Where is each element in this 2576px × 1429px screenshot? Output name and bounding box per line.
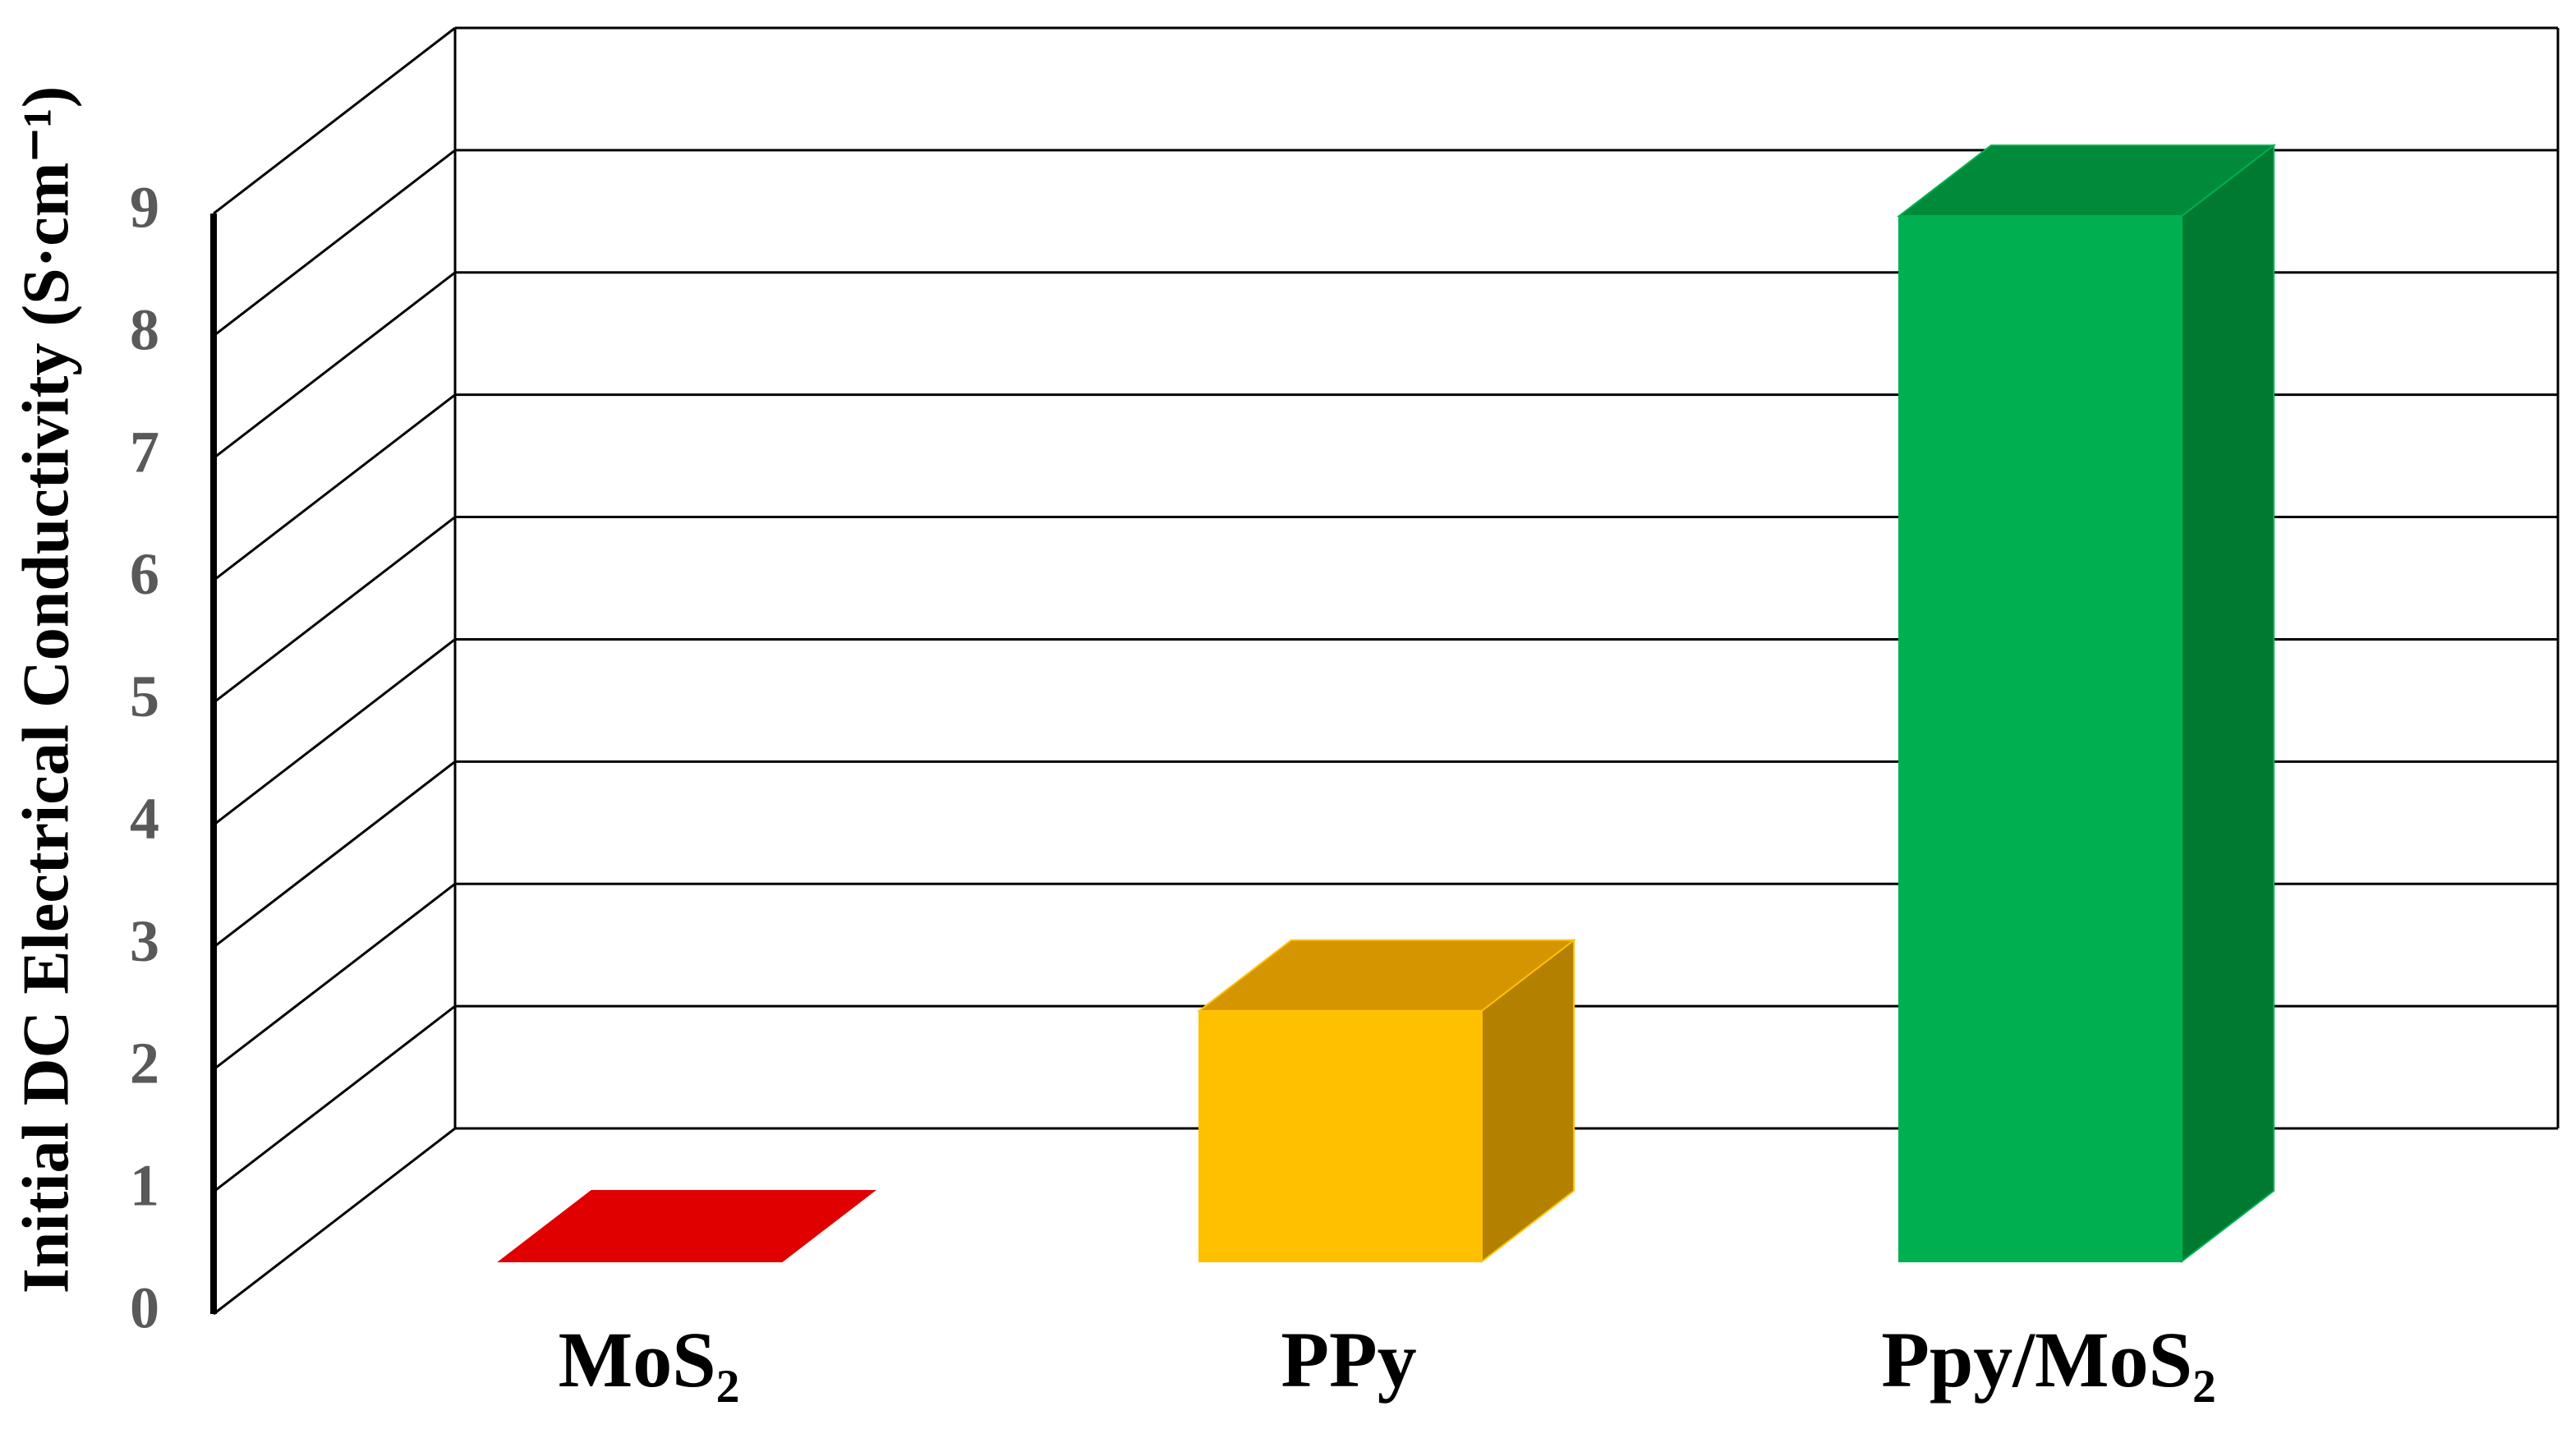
y-tick-label: 2 bbox=[130, 1031, 159, 1096]
y-tick-label: 4 bbox=[130, 786, 159, 852]
grid-line bbox=[213, 516, 456, 704]
grid-line bbox=[213, 760, 456, 949]
grid-line bbox=[213, 393, 456, 581]
bar-front bbox=[1198, 1009, 1483, 1263]
grid-line bbox=[213, 1004, 456, 1193]
y-axis-title: Initial DC Electrical Conductivity (S·cm… bbox=[10, 86, 82, 1294]
x-tick-label: PPy bbox=[1281, 1316, 1416, 1404]
bar-top bbox=[1897, 145, 2276, 217]
y-tick-label: 3 bbox=[130, 908, 159, 974]
y-tick-label: 9 bbox=[130, 175, 159, 241]
bar-top bbox=[497, 1190, 876, 1262]
y-tick-label: 0 bbox=[130, 1275, 159, 1341]
y-tick-label: 6 bbox=[130, 541, 159, 607]
y-tick-label: 7 bbox=[130, 419, 159, 485]
y-tick-label: 5 bbox=[130, 664, 159, 729]
grid-line bbox=[213, 883, 456, 1071]
y-tick-label: 8 bbox=[130, 296, 159, 362]
grid-line bbox=[213, 271, 456, 459]
x-tick-label: Ppy/MoS₂ bbox=[1881, 1316, 2215, 1404]
bar-top bbox=[1197, 939, 1576, 1012]
grid-line bbox=[213, 149, 456, 338]
bar-front bbox=[1898, 215, 2183, 1262]
bar-side bbox=[2181, 143, 2275, 1264]
grid-line bbox=[213, 26, 456, 215]
y-tick-label: 1 bbox=[130, 1153, 159, 1219]
x-tick-label: MoS₂ bbox=[559, 1316, 740, 1404]
grid-line bbox=[213, 638, 456, 826]
grid-line bbox=[213, 1127, 456, 1316]
